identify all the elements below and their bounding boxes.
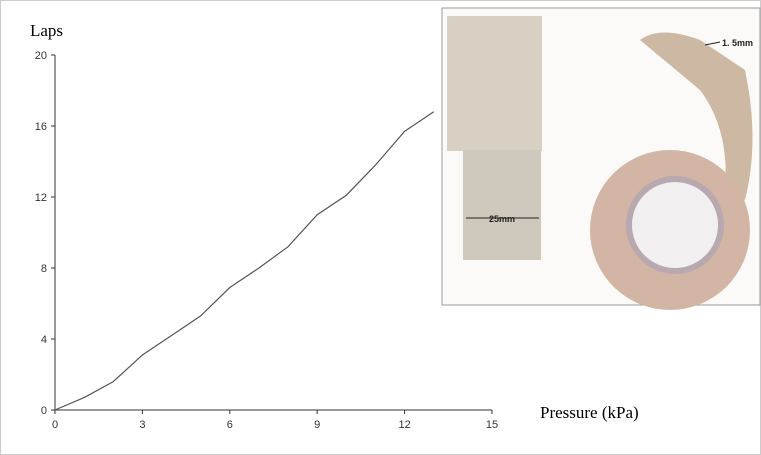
y-tick-label: 4 — [41, 334, 47, 346]
y-tick-label: 0 — [41, 405, 47, 417]
x-tick-label: 6 — [227, 419, 233, 431]
x-tick-label: 9 — [314, 419, 320, 431]
y-tick-label: 20 — [35, 50, 47, 62]
x-axis-label: Pressure (kPa) — [540, 403, 639, 422]
x-tick-label: 15 — [486, 419, 498, 431]
x-tick-label: 12 — [398, 419, 410, 431]
inset-photo: 25mm 1. 5mm — [441, 7, 761, 310]
tape-loose-end — [640, 32, 753, 200]
tape-strip — [463, 150, 541, 260]
x-tick-label: 0 — [52, 419, 58, 431]
width-label: 25mm — [489, 214, 515, 224]
tape-roll-top — [447, 16, 542, 151]
thickness-label: 1. 5mm — [722, 38, 753, 48]
x-tick-label: 3 — [139, 419, 145, 431]
tape-roll-core — [626, 176, 724, 274]
plot: 0 3 6 9 12 15 0 4 8 12 16 20 — [35, 50, 498, 431]
data-line — [54, 111, 435, 411]
y-axis-label: Laps — [30, 21, 63, 40]
y-tick-label: 16 — [35, 121, 47, 133]
y-tick-label: 8 — [41, 263, 47, 275]
thickness-pointer — [704, 41, 721, 46]
y-tick-label: 12 — [35, 192, 47, 204]
